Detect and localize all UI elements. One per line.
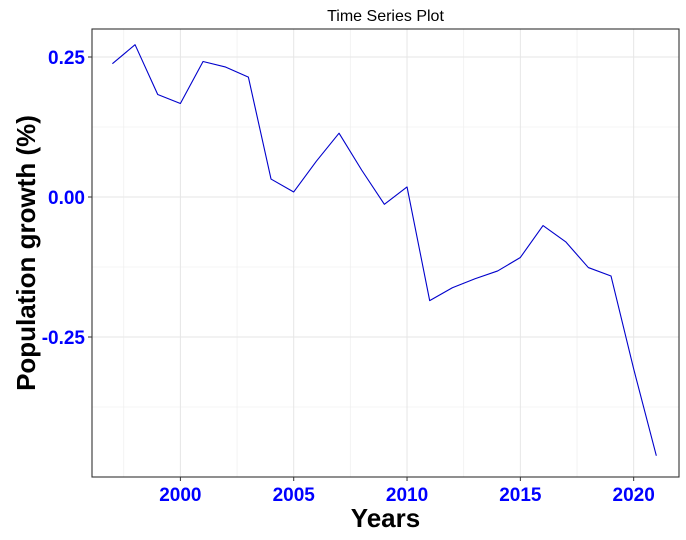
x-tick-label: 2020: [613, 485, 655, 506]
x-axis-label: Years: [351, 503, 420, 533]
y-tick-label: -0.25: [42, 328, 86, 349]
plot-border: [91, 28, 680, 478]
minor-gridlines: [92, 29, 679, 477]
x-tick-label: 2010: [386, 485, 428, 506]
y-tick-label: 0.25: [48, 48, 85, 69]
x-axis-ticks: 2000 2005 2010 2015 2020: [159, 477, 655, 506]
series-layer: [112, 44, 657, 456]
plot-background: [92, 29, 679, 477]
chart-title: Time Series Plot: [327, 8, 444, 25]
x-tick-label: 2015: [499, 485, 542, 506]
series-line: [112, 44, 657, 456]
x-tick-label: 2000: [159, 485, 201, 506]
x-tick-label: 2005: [273, 485, 316, 506]
y-axis-label: Population growth (%): [11, 115, 41, 391]
y-tick-label: 0.00: [48, 188, 85, 209]
y-axis-ticks: -0.25 0.00 0.25: [42, 48, 92, 349]
